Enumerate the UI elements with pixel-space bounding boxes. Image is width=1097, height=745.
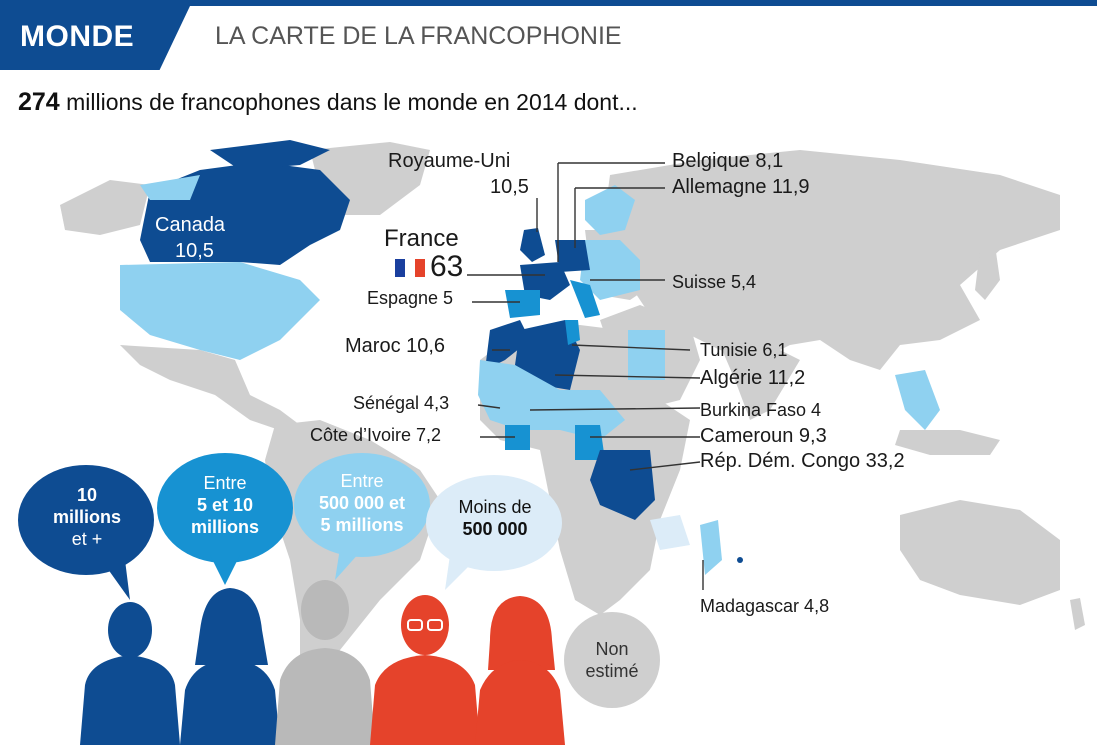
france-flag: [395, 259, 425, 277]
label-espagne: Espagne 5: [367, 288, 454, 308]
label-canada: Canada: [155, 214, 226, 236]
label-congo: Rép. Dém. Congo 33,2: [700, 450, 905, 472]
subtitle: 274 millions de francophones dans le mon…: [18, 88, 638, 117]
legend-500k-5m: Entre 500 000 et 5 millions: [295, 470, 429, 536]
label-madagascar: Madagascar 4,8: [700, 596, 830, 616]
region-indochina: [895, 370, 940, 430]
label-cameroun: Cameroun 9,3: [700, 425, 827, 447]
legend-500k-5m-line2: 500 000 et: [318, 493, 406, 513]
legend-5-10m-line1: Entre: [203, 473, 247, 493]
label-france-value: 63: [430, 250, 464, 283]
label-suisse: Suisse 5,4: [672, 272, 757, 292]
total-speakers: 274: [18, 88, 60, 116]
legend-none-line2: estimé: [585, 661, 639, 681]
label-france: France: [384, 225, 459, 252]
label-maroc: Maroc 10,6: [345, 335, 446, 357]
region-germany: [555, 240, 590, 272]
label-royaume-uni: Royaume-Uni: [388, 150, 511, 172]
region-cote-ivoire: [505, 425, 530, 450]
region-east-africa: [650, 515, 690, 550]
region-algerie: [515, 320, 580, 390]
person-3: [275, 580, 375, 745]
region-egypt: [628, 330, 665, 380]
region-spain: [505, 290, 540, 318]
region-madagascar: [700, 520, 722, 575]
legend-500k-5m-line3: 5 millions: [320, 515, 404, 535]
region-usa: [120, 262, 320, 360]
person-2: [180, 588, 280, 745]
legend-10m-line3: et +: [71, 529, 103, 549]
page-title: LA CARTE DE LA FRANCOPHONIE: [215, 22, 622, 50]
legend-5-10m: Entre 5 et 10 millions: [158, 472, 292, 538]
region-cameroun: [575, 425, 605, 460]
label-algerie: Algérie 11,2: [700, 367, 806, 389]
region-yukon: [140, 175, 200, 200]
leader-lines: [467, 162, 704, 590]
region-arctic: [210, 140, 330, 170]
person-5: [475, 596, 565, 745]
region-west-africa: [478, 360, 625, 440]
legend-500k-5m-line1: Entre: [340, 471, 384, 491]
legend-10m-line2: millions: [52, 507, 121, 527]
legend-under-500k-line1: Moins de: [458, 497, 532, 517]
region-maroc: [485, 320, 530, 370]
legend-under-500k-line2: 500 000: [462, 519, 528, 539]
section-label: MONDE: [20, 20, 135, 53]
label-canada-value: 10,5: [175, 240, 214, 262]
legend-none: Non estimé: [564, 638, 660, 682]
person-4: [370, 595, 480, 745]
region-reunion: [737, 557, 743, 563]
legend-10m: 10 millions et +: [20, 484, 154, 550]
subtitle-text: millions de francophones dans le monde e…: [59, 89, 638, 115]
bubble-shapes: [18, 453, 660, 708]
legend-5-10m-line2: 5 et 10: [196, 495, 254, 515]
glasses-icon: [407, 619, 443, 631]
label-burkina: Burkina Faso 4: [700, 400, 822, 420]
top-rule: [0, 0, 1097, 6]
region-uk: [520, 228, 545, 262]
label-cote-ivoire: Côte d’Ivoire 7,2: [310, 425, 442, 445]
legend-under-500k: Moins de 500 000: [428, 496, 562, 540]
legend-5-10m-line3: millions: [190, 517, 259, 537]
label-belgique: Belgique 8,1: [672, 150, 784, 172]
region-rdc: [590, 450, 655, 520]
region-italy: [570, 280, 600, 318]
label-royaume-uni-value: 10,5: [490, 176, 529, 198]
region-east-europe: [580, 240, 640, 300]
region-tunisie: [565, 320, 580, 345]
region-scandinavia: [585, 185, 635, 235]
label-tunisie: Tunisie 6,1: [700, 340, 788, 360]
legend-10m-line1: 10: [76, 485, 98, 505]
legend-none-line1: Non: [595, 639, 629, 659]
section-tag: MONDE: [0, 6, 190, 70]
label-allemagne: Allemagne 11,9: [672, 176, 810, 198]
person-1: [80, 602, 180, 745]
label-senegal: Sénégal 4,3: [353, 393, 450, 413]
